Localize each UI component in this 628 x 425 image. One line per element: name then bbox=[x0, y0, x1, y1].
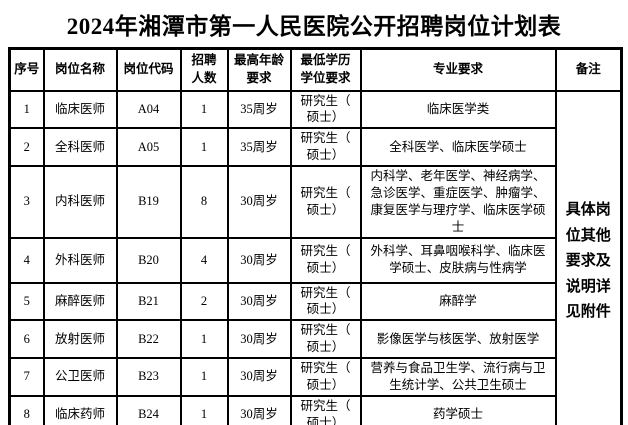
table-row: 2 全科医师 A05 1 35周岁 研究生（硕士） 全科医学、临床医学硕士 bbox=[8, 127, 622, 167]
table-row: 5 麻醉医师 B21 2 30周岁 研究生（硕士） 麻醉学 bbox=[8, 281, 622, 322]
cell-max-age: 35周岁 bbox=[226, 89, 292, 130]
cell-min-education: 研究生（硕士） bbox=[289, 165, 362, 239]
cell-position: 临床医师 bbox=[42, 89, 118, 130]
cell-seq: 6 bbox=[8, 319, 45, 359]
col-header-count: 招聘 人数 bbox=[179, 47, 229, 92]
cell-code: B20 bbox=[115, 236, 182, 284]
col-header-min-education: 最低学历 学位要求 bbox=[289, 47, 362, 92]
cell-min-education: 研究生（硕士） bbox=[289, 319, 362, 359]
cell-position: 放射医师 bbox=[42, 319, 118, 359]
cell-min-education: 研究生（硕士） bbox=[289, 127, 362, 167]
cell-count: 1 bbox=[179, 127, 229, 167]
table-row: 6 放射医师 B22 1 30周岁 研究生（硕士） 影像医学与核医学、放射医学 bbox=[8, 319, 622, 359]
cell-max-age: 30周岁 bbox=[226, 394, 292, 425]
cell-position: 公卫医师 bbox=[42, 357, 118, 397]
cell-code: B24 bbox=[115, 394, 182, 425]
cell-count: 1 bbox=[179, 357, 229, 397]
cell-position: 全科医师 bbox=[42, 127, 118, 167]
cell-count: 1 bbox=[179, 394, 229, 425]
table-row: 3 内科医师 B19 8 30周岁 研究生（硕士） 内科学、老年医学、神经病学、… bbox=[8, 165, 622, 239]
cell-major: 麻醉学 bbox=[359, 281, 557, 322]
cell-code: B22 bbox=[115, 319, 182, 359]
cell-min-education: 研究生（硕士） bbox=[289, 357, 362, 397]
cell-major: 影像医学与核医学、放射医学 bbox=[359, 319, 557, 359]
cell-count: 2 bbox=[179, 281, 229, 322]
cell-count: 4 bbox=[179, 236, 229, 284]
table-row: 7 公卫医师 B23 1 30周岁 研究生（硕士） 营养与食品卫生学、流行病与卫… bbox=[8, 357, 622, 397]
table-row: 8 临床药师 B24 1 30周岁 研究生（硕士） 药学硕士 bbox=[8, 394, 622, 425]
cell-seq: 4 bbox=[8, 236, 45, 284]
col-header-position: 岗位名称 bbox=[42, 47, 118, 92]
cell-max-age: 30周岁 bbox=[226, 165, 292, 239]
cell-seq: 7 bbox=[8, 357, 45, 397]
col-header-code: 岗位代码 bbox=[115, 47, 182, 92]
table-row: 4 外科医师 B20 4 30周岁 研究生（硕士） 外科学、耳鼻咽喉科学、临床医… bbox=[8, 236, 622, 284]
cell-position: 临床药师 bbox=[42, 394, 118, 425]
cell-max-age: 30周岁 bbox=[226, 281, 292, 322]
col-header-seq: 序号 bbox=[8, 47, 45, 92]
cell-max-age: 30周岁 bbox=[226, 357, 292, 397]
cell-major: 外科学、耳鼻咽喉科学、临床医学硕士、皮肤病与性病学 bbox=[359, 236, 557, 284]
cell-max-age: 30周岁 bbox=[226, 319, 292, 359]
cell-max-age: 30周岁 bbox=[226, 236, 292, 284]
cell-code: B21 bbox=[115, 281, 182, 322]
cell-position: 内科医师 bbox=[42, 165, 118, 239]
table-header-row: 序号 岗位名称 岗位代码 招聘 人数 最高年龄 要求 最低学历 学位要求 专业要… bbox=[8, 47, 623, 92]
cell-major: 药学硕士 bbox=[359, 394, 557, 425]
cell-min-education: 研究生（硕士） bbox=[289, 236, 362, 284]
cell-major: 营养与食品卫生学、流行病与卫生统计学、公共卫生硕士 bbox=[359, 357, 557, 397]
cell-position: 外科医师 bbox=[42, 236, 118, 284]
cell-min-education: 研究生（硕士） bbox=[289, 89, 362, 130]
cell-seq: 3 bbox=[8, 165, 45, 239]
cell-seq: 5 bbox=[8, 281, 45, 322]
cell-count: 1 bbox=[179, 319, 229, 359]
cell-seq: 1 bbox=[8, 89, 45, 130]
cell-seq: 8 bbox=[8, 394, 45, 425]
cell-max-age: 35周岁 bbox=[226, 127, 292, 167]
cell-count: 1 bbox=[179, 89, 229, 130]
page-title: 2024年湘潭市第一人民医院公开招聘岗位计划表 bbox=[66, 14, 562, 39]
cell-count: 8 bbox=[179, 165, 229, 239]
col-header-major: 专业要求 bbox=[359, 47, 557, 92]
table-row: 1 临床医师 A04 1 35周岁 研究生（硕士） 临床医学类 具体岗位其他要求… bbox=[8, 89, 623, 425]
cell-min-education: 研究生（硕士） bbox=[289, 394, 362, 425]
cell-major: 临床医学类 bbox=[359, 89, 557, 130]
cell-position: 麻醉医师 bbox=[42, 281, 118, 322]
cell-code: A04 bbox=[115, 89, 182, 130]
cell-code: A05 bbox=[115, 127, 182, 167]
cell-remark-note: 具体岗位其他要求及说明详见附件 bbox=[554, 89, 623, 425]
cell-code: B19 bbox=[115, 165, 182, 239]
cell-major: 全科医学、临床医学硕士 bbox=[359, 127, 557, 167]
cell-major: 内科学、老年医学、神经病学、急诊医学、重症医学、肿瘤学、康复医学与理疗学、临床医… bbox=[359, 165, 557, 239]
cell-min-education: 研究生（硕士） bbox=[289, 281, 362, 322]
col-header-max-age: 最高年龄 要求 bbox=[226, 47, 292, 92]
cell-seq: 2 bbox=[8, 127, 45, 167]
cell-code: B23 bbox=[115, 357, 182, 397]
recruitment-plan-table: 序号 岗位名称 岗位代码 招聘 人数 最高年龄 要求 最低学历 学位要求 专业要… bbox=[8, 47, 623, 425]
col-header-remark: 备注 bbox=[554, 47, 623, 92]
